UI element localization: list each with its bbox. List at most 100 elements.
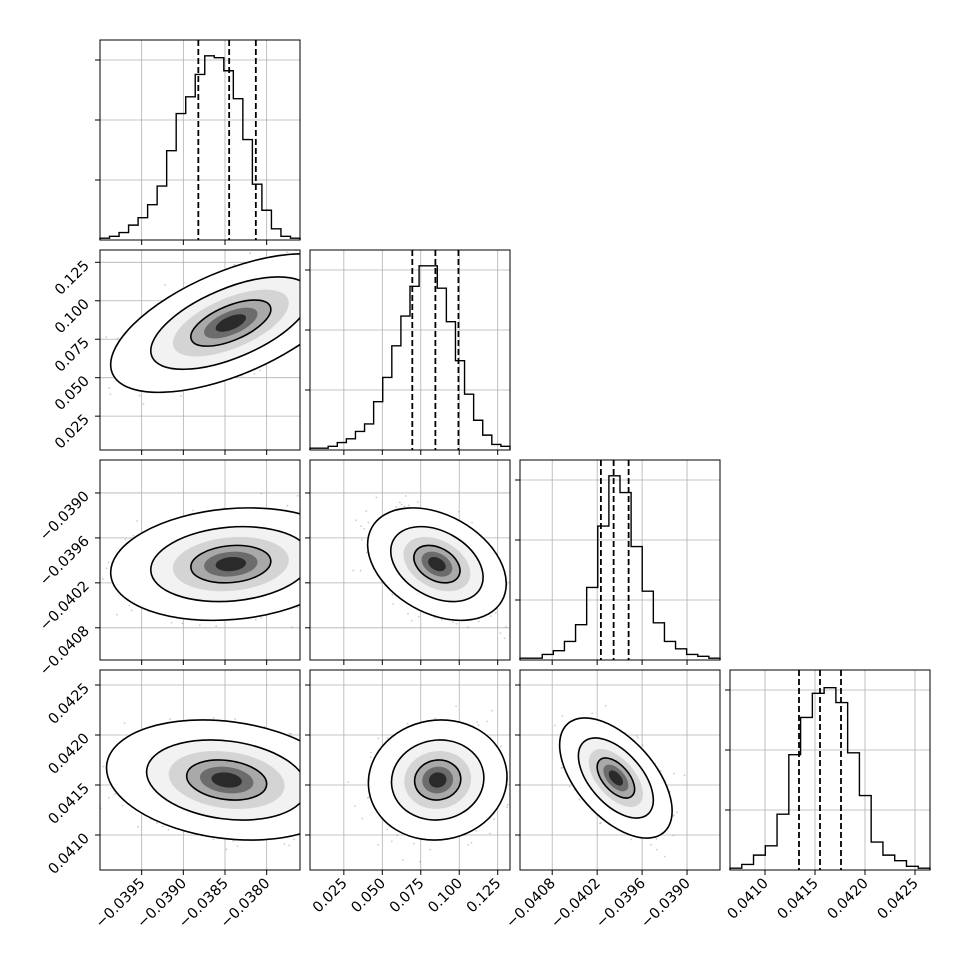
- sample-point: [350, 555, 352, 557]
- sample-point: [330, 557, 332, 559]
- sample-point: [328, 283, 330, 285]
- sample-point: [304, 286, 306, 288]
- histogram-step: [100, 56, 300, 240]
- sample-point: [308, 292, 310, 294]
- sample-point: [318, 533, 320, 535]
- sample-point: [304, 542, 306, 544]
- histogram-step: [310, 266, 510, 450]
- sample-point: [361, 539, 363, 541]
- sample-point: [303, 300, 305, 302]
- sample-point: [286, 251, 288, 253]
- sample-point: [305, 562, 307, 564]
- sample-point: [401, 504, 403, 506]
- sample-point: [362, 248, 364, 250]
- sample-point: [319, 288, 321, 290]
- sample-point: [164, 284, 166, 286]
- sample-point: [311, 577, 313, 579]
- sample-point: [308, 281, 310, 283]
- sample-point: [318, 290, 320, 292]
- sample-point: [300, 535, 302, 537]
- sample-point: [312, 558, 314, 560]
- sample-point: [305, 566, 307, 568]
- sample-point: [313, 559, 315, 561]
- sample-point: [306, 585, 308, 587]
- sample-point: [303, 278, 305, 280]
- sample-point: [305, 557, 307, 559]
- sample-point: [106, 567, 108, 569]
- sample-point: [128, 605, 130, 607]
- sample-point: [314, 305, 316, 307]
- sample-point: [319, 263, 321, 265]
- sample-point: [313, 276, 315, 278]
- sample-point: [308, 548, 310, 550]
- sample-point: [302, 574, 304, 576]
- sample-point: [317, 546, 319, 548]
- sample-point: [326, 574, 328, 576]
- sample-point: [311, 551, 313, 553]
- sample-point: [139, 395, 141, 397]
- sample-point: [307, 605, 309, 607]
- sample-point: [302, 277, 304, 279]
- sample-point: [329, 260, 331, 262]
- sample-point: [131, 610, 133, 612]
- sample-point: [303, 310, 305, 312]
- sample-point: [319, 543, 321, 545]
- sample-point: [303, 561, 305, 563]
- sample-point: [300, 566, 302, 568]
- sample-point: [300, 306, 302, 308]
- sample-point: [301, 547, 303, 549]
- sample-point: [301, 290, 303, 292]
- sample-point: [192, 510, 194, 512]
- sample-point: [312, 529, 314, 531]
- scatter-panel-2-3: [310, 460, 527, 660]
- sample-point: [301, 575, 303, 577]
- sample-point: [327, 273, 329, 275]
- sample-point: [259, 370, 261, 372]
- sample-point: [304, 565, 306, 567]
- sample-point: [108, 387, 110, 389]
- sample-point: [314, 573, 316, 575]
- sample-point: [307, 550, 309, 552]
- sample-point: [304, 535, 306, 537]
- sample-point: [304, 309, 306, 311]
- sample-point: [305, 318, 307, 320]
- sample-point: [301, 272, 303, 274]
- sample-point: [326, 573, 328, 575]
- sample-point: [313, 610, 315, 612]
- sample-point: [307, 316, 309, 318]
- sample-point: [360, 572, 362, 574]
- sample-point: [458, 511, 460, 513]
- histogram-panel-4: [725, 670, 930, 870]
- sample-point: [306, 556, 308, 558]
- sample-point: [316, 549, 318, 551]
- sample-point: [313, 560, 315, 562]
- sample-point: [317, 574, 319, 576]
- histogram-panel-1: [95, 40, 300, 240]
- sample-point: [514, 564, 516, 566]
- sample-point: [133, 535, 135, 537]
- sample-point: [363, 528, 365, 530]
- sample-point: [411, 620, 413, 622]
- sample-point: [323, 293, 325, 295]
- sample-point: [313, 535, 315, 537]
- sample-point: [337, 545, 339, 547]
- sample-point: [490, 615, 492, 617]
- sample-point: [302, 601, 304, 603]
- sample-point: [306, 532, 308, 534]
- sample-point: [136, 520, 138, 522]
- sample-point: [302, 579, 304, 581]
- sample-point: [324, 539, 326, 541]
- sample-point: [125, 539, 127, 541]
- sample-point: [307, 572, 309, 574]
- sample-point: [322, 571, 324, 573]
- sample-point: [338, 347, 340, 349]
- sample-point: [356, 541, 358, 543]
- sample-point: [304, 603, 306, 605]
- sample-point: [301, 586, 303, 588]
- sample-point: [320, 304, 322, 306]
- sample-point: [313, 289, 315, 291]
- sample-point: [344, 566, 346, 568]
- sample-point: [302, 289, 304, 291]
- histogram-step: [730, 688, 930, 870]
